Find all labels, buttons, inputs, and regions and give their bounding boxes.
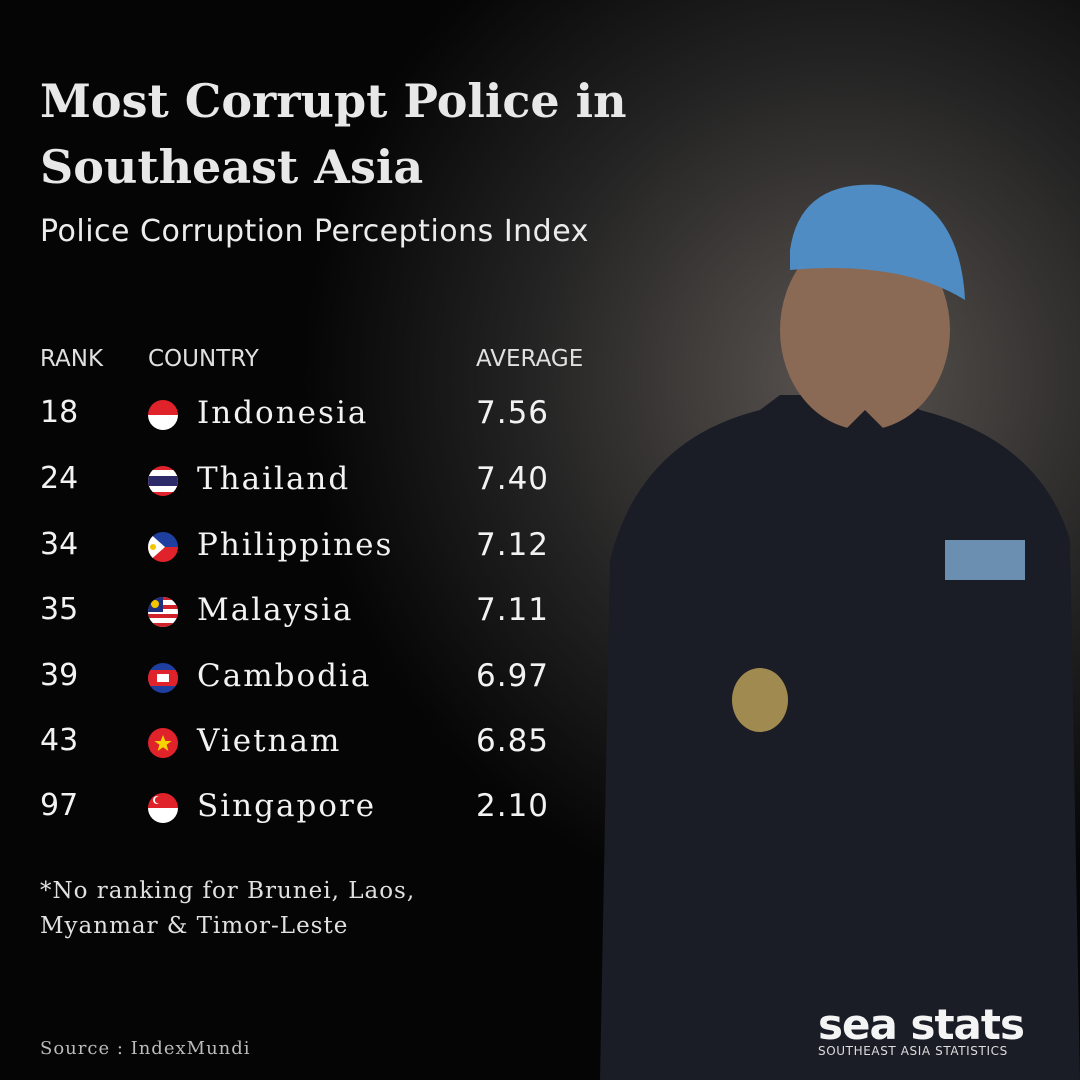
- country: Singapore: [197, 788, 377, 824]
- flag: [148, 400, 178, 430]
- logo-tagline: SOUTHEAST ASIA STATISTICS: [818, 1044, 1008, 1058]
- table-row: 24 Thailand 7.40: [0, 461, 700, 511]
- column-header: RANK: [40, 346, 104, 372]
- title: Southeast Asia: [40, 140, 424, 194]
- table-row: 97 Singapore 2.10: [0, 788, 700, 838]
- country: Thailand: [197, 461, 351, 497]
- footnote: *No ranking for Brunei, Laos,: [40, 878, 416, 904]
- column-header: AVERAGE: [476, 346, 584, 372]
- rank: 39: [40, 658, 79, 693]
- table-row: 18 Indonesia 7.56: [0, 395, 700, 445]
- rank: 24: [40, 461, 79, 496]
- table-row: 35 Malaysia 7.11: [0, 592, 700, 642]
- rank: 97: [40, 788, 79, 823]
- flag: [148, 466, 178, 496]
- country: Indonesia: [197, 395, 369, 431]
- logo: sea stats: [818, 1000, 1025, 1049]
- average: 7.56: [476, 395, 550, 431]
- rank: 18: [40, 395, 79, 430]
- average: 7.11: [476, 592, 550, 628]
- title: Most Corrupt Police in: [40, 74, 627, 128]
- country: Philippines: [197, 527, 394, 563]
- table-row: 43 Vietnam 6.85: [0, 723, 700, 773]
- average: 7.12: [476, 527, 550, 563]
- average: 7.40: [476, 461, 550, 497]
- flag: [148, 663, 178, 693]
- beret: [790, 184, 965, 300]
- flag: [148, 728, 178, 758]
- subtitle: Police Corruption Perceptions Index: [40, 214, 589, 249]
- average: 2.10: [476, 788, 550, 824]
- average: 6.97: [476, 658, 550, 694]
- flag: [148, 597, 178, 627]
- source: Source : IndexMundi: [40, 1038, 251, 1059]
- rank: 35: [40, 592, 79, 627]
- average: 6.85: [476, 723, 550, 759]
- ribbons: [945, 540, 1025, 580]
- medal: [732, 668, 788, 732]
- country: Malaysia: [197, 592, 354, 628]
- flag: [148, 532, 178, 562]
- footnote: Myanmar & Timor-Leste: [40, 913, 349, 939]
- country: Vietnam: [197, 723, 342, 759]
- rank: 43: [40, 723, 79, 758]
- column-header: COUNTRY: [148, 346, 259, 372]
- tie: [845, 410, 885, 560]
- rank: 34: [40, 527, 79, 562]
- flag: [148, 793, 178, 823]
- table-row: 34 Philippines 7.12: [0, 527, 700, 577]
- officer-face: [780, 230, 950, 430]
- country: Cambodia: [197, 658, 372, 694]
- table-row: 39 Cambodia 6.97: [0, 658, 700, 708]
